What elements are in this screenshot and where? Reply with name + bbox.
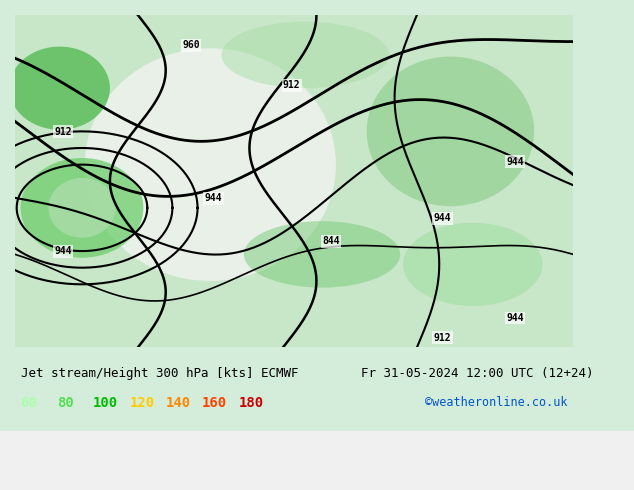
Ellipse shape: [403, 223, 543, 306]
FancyBboxPatch shape: [15, 347, 573, 407]
Text: 80: 80: [57, 396, 74, 410]
Text: 944: 944: [54, 246, 72, 256]
Text: 912: 912: [283, 80, 301, 90]
Text: Jet stream/Height 300 hPa [kts] ECMWF: Jet stream/Height 300 hPa [kts] ECMWF: [20, 368, 298, 380]
Text: 844: 844: [322, 236, 340, 246]
Text: Fr 31-05-2024 12:00 UTC (12+24): Fr 31-05-2024 12:00 UTC (12+24): [361, 368, 593, 380]
Text: 944: 944: [506, 157, 524, 167]
Text: 912: 912: [54, 127, 72, 137]
Ellipse shape: [244, 221, 400, 288]
Text: ©weatheronline.co.uk: ©weatheronline.co.uk: [425, 396, 567, 409]
Ellipse shape: [20, 158, 143, 258]
Ellipse shape: [85, 48, 336, 281]
Text: 60: 60: [20, 396, 37, 410]
FancyBboxPatch shape: [15, 15, 573, 347]
Text: 960: 960: [183, 40, 200, 50]
Text: 160: 160: [202, 396, 227, 410]
Ellipse shape: [48, 178, 115, 238]
Text: 120: 120: [129, 396, 155, 410]
Text: 944: 944: [506, 313, 524, 323]
Text: 944: 944: [434, 213, 451, 223]
Ellipse shape: [221, 22, 389, 88]
Ellipse shape: [10, 47, 110, 130]
Text: 100: 100: [93, 396, 119, 410]
Text: 944: 944: [205, 193, 223, 203]
Text: 180: 180: [238, 396, 263, 410]
Ellipse shape: [366, 56, 534, 206]
Text: 912: 912: [434, 333, 451, 343]
Text: 140: 140: [165, 396, 191, 410]
